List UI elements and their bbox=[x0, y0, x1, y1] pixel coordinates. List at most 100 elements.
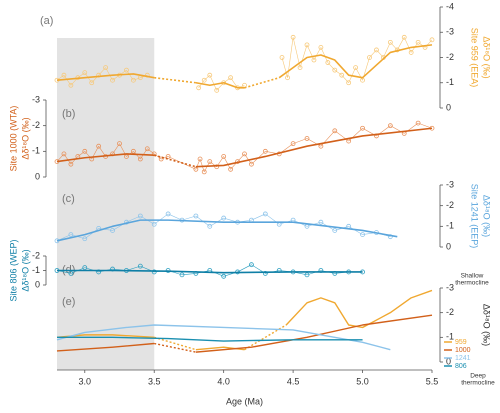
data-point bbox=[221, 215, 227, 221]
point-link bbox=[204, 74, 210, 81]
data-point bbox=[332, 228, 338, 233]
y-tick-label: -2 bbox=[446, 307, 454, 317]
data-point bbox=[242, 151, 247, 157]
data-point bbox=[165, 154, 171, 159]
gap-connector bbox=[154, 336, 197, 351]
point-link bbox=[306, 138, 322, 147]
data-point bbox=[144, 146, 150, 152]
data-point bbox=[228, 166, 234, 172]
y-tick-label: -2 bbox=[446, 200, 454, 210]
x-tick-label: 5.5 bbox=[426, 376, 439, 386]
data-point bbox=[318, 219, 324, 225]
point-link bbox=[84, 228, 99, 239]
point-link bbox=[105, 67, 113, 81]
y-tick-label: 0 bbox=[446, 102, 451, 112]
panel-label: (c) bbox=[62, 193, 75, 205]
y-tick-label: -2 bbox=[32, 120, 40, 130]
data-point bbox=[197, 156, 203, 162]
y-tick-label: -1 bbox=[446, 332, 454, 342]
data-point bbox=[137, 156, 143, 162]
data-point bbox=[207, 223, 213, 229]
gap-connector bbox=[154, 154, 197, 168]
y-tick-label: -1 bbox=[32, 146, 40, 156]
gap-connector bbox=[244, 76, 280, 89]
data-point bbox=[201, 77, 207, 83]
series-line bbox=[195, 314, 433, 353]
point-link bbox=[112, 74, 120, 81]
y-tick-label: -3 bbox=[446, 27, 454, 37]
x-tick-label: 5.0 bbox=[356, 376, 369, 386]
data-point bbox=[124, 67, 129, 73]
site-label: Site 959 (EEA) bbox=[470, 28, 480, 88]
x-tick-label: 4.5 bbox=[287, 376, 300, 386]
axis-label: Δδ¹⁸O (‰) bbox=[482, 304, 492, 346]
data-point bbox=[304, 272, 310, 278]
legend-label: 1000 bbox=[455, 347, 471, 354]
data-point bbox=[279, 55, 285, 60]
y-tick-label: -2 bbox=[32, 250, 40, 260]
point-link bbox=[334, 69, 342, 76]
data-point bbox=[221, 154, 227, 159]
data-point bbox=[332, 67, 338, 73]
data-point bbox=[110, 228, 115, 233]
annotation: thermocline bbox=[461, 380, 495, 387]
fit-line bbox=[278, 44, 433, 79]
panel-label: (a) bbox=[40, 15, 53, 27]
data-point bbox=[415, 120, 421, 126]
y-tick-label: -1 bbox=[446, 77, 454, 87]
point-link bbox=[181, 215, 196, 221]
axis-label: Δδ¹⁸O (‰) bbox=[482, 195, 492, 237]
y-tick-label: 0 bbox=[35, 279, 40, 289]
point-link bbox=[167, 213, 183, 221]
point-link bbox=[369, 49, 377, 58]
annotation: Deep bbox=[470, 373, 486, 380]
data-point bbox=[158, 156, 164, 162]
data-point bbox=[262, 148, 268, 154]
axis-label: Δδ¹⁸O (‰) bbox=[482, 36, 492, 78]
fit-line bbox=[57, 269, 363, 274]
data-point bbox=[130, 148, 136, 154]
site-label: Site 806 (WEP) bbox=[8, 239, 18, 301]
legend-label: 959 bbox=[455, 339, 467, 346]
data-point bbox=[249, 161, 254, 167]
data-point bbox=[360, 125, 365, 131]
gap-connector bbox=[154, 342, 197, 353]
point-link bbox=[327, 62, 335, 71]
data-point bbox=[207, 159, 213, 165]
point-link bbox=[383, 42, 391, 58]
fit-line bbox=[195, 81, 245, 89]
point-link bbox=[281, 57, 288, 78]
data-point bbox=[262, 211, 268, 217]
data-point bbox=[318, 45, 324, 50]
point-link bbox=[209, 270, 224, 277]
fit-line bbox=[56, 73, 155, 82]
gap-connector bbox=[154, 76, 196, 84]
data-point bbox=[68, 232, 74, 238]
y-tick-label: -2 bbox=[446, 52, 454, 62]
data-point bbox=[332, 128, 338, 134]
site-label: Site 1241 (EEP) bbox=[470, 184, 480, 249]
panel-label: (b) bbox=[62, 108, 75, 120]
data-point bbox=[151, 269, 157, 275]
data-point bbox=[201, 169, 207, 175]
y-tick-label: 0 bbox=[446, 356, 451, 366]
point-link bbox=[306, 44, 315, 61]
data-point bbox=[137, 263, 143, 269]
data-point bbox=[346, 80, 352, 86]
data-point bbox=[68, 82, 74, 88]
point-link bbox=[147, 148, 155, 155]
data-point bbox=[89, 80, 95, 86]
data-point bbox=[207, 72, 213, 78]
data-point bbox=[429, 37, 435, 43]
data-point bbox=[96, 143, 102, 149]
data-point bbox=[130, 77, 136, 83]
point-link bbox=[126, 265, 141, 271]
data-point bbox=[401, 34, 407, 40]
data-point bbox=[68, 270, 74, 276]
point-link bbox=[133, 77, 141, 81]
fit-line bbox=[195, 127, 433, 168]
data-point bbox=[165, 211, 171, 217]
data-point bbox=[193, 166, 199, 172]
axis-label: Δδ¹⁸O (‰) bbox=[20, 249, 30, 291]
